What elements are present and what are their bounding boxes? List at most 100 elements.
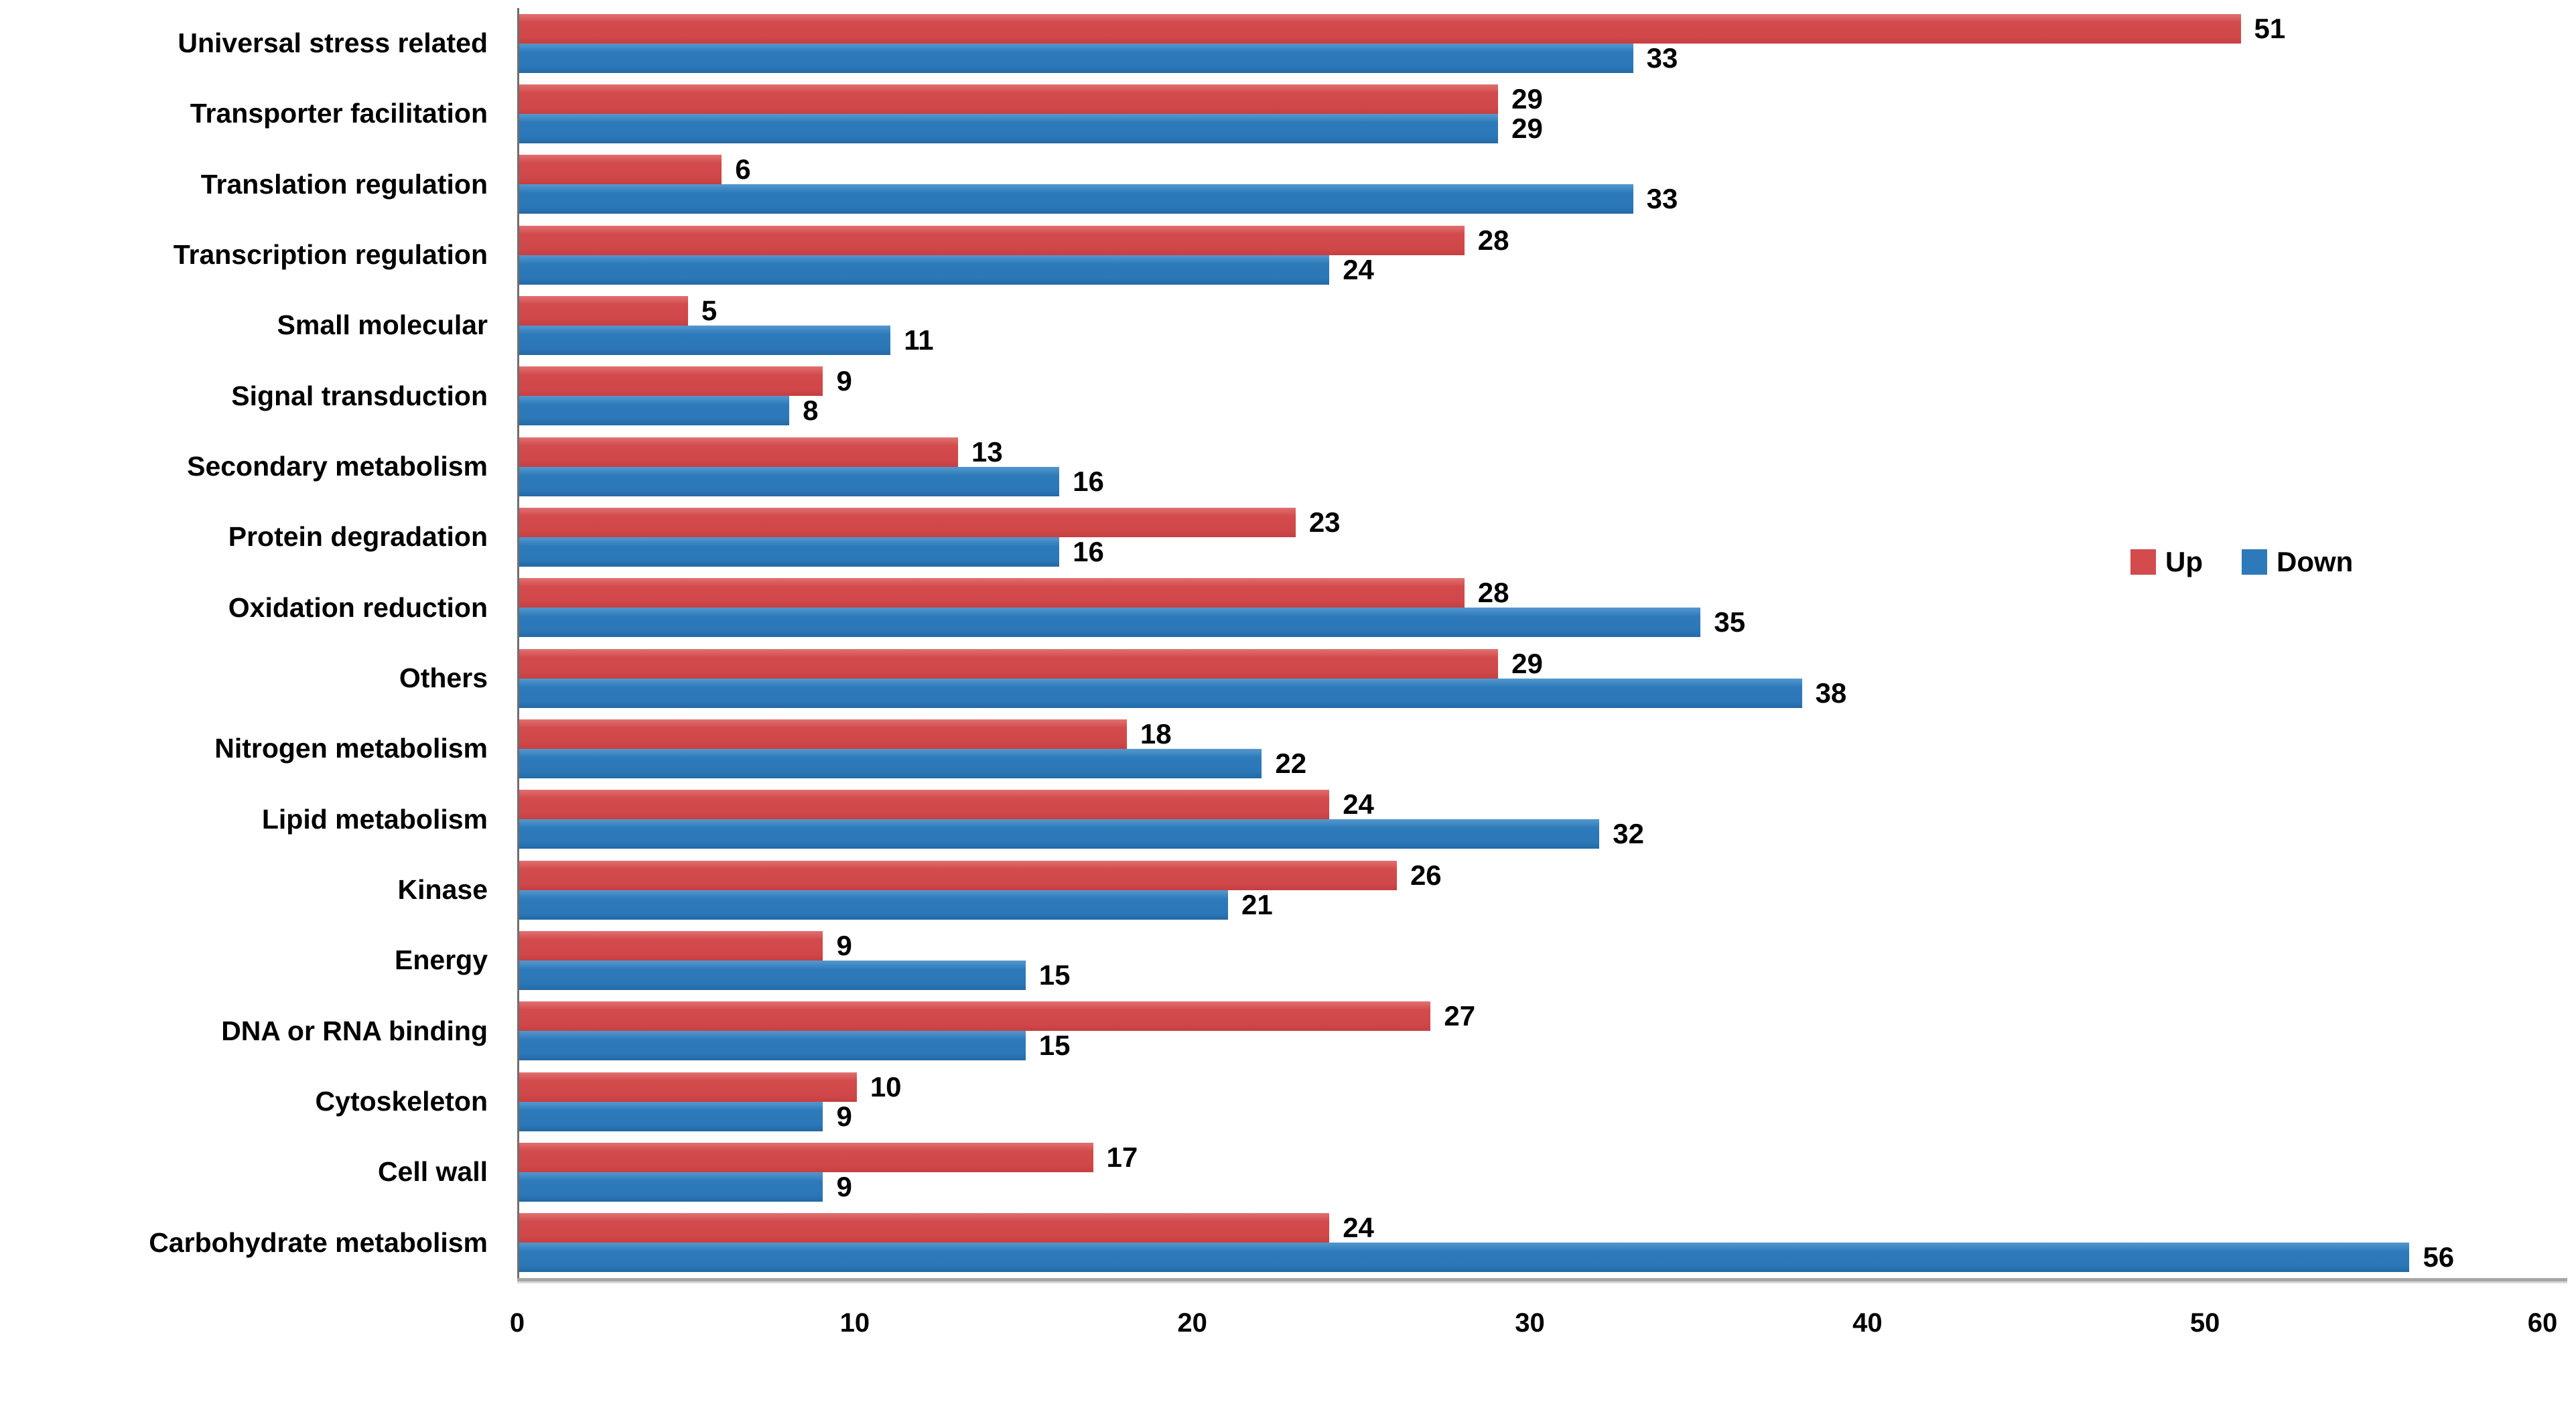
label-row: Secondary metabolism bbox=[0, 431, 502, 502]
x-axis-ticks: 0 10 20 30 40 50 60 bbox=[510, 1308, 2557, 1370]
down-bar bbox=[519, 43, 1633, 73]
up-value-label: 24 bbox=[1343, 1212, 1374, 1244]
down-value-label: 33 bbox=[1646, 42, 1678, 74]
label-row: Protein degradation bbox=[0, 502, 502, 572]
bar-group-row: 24 56 bbox=[519, 1208, 2545, 1278]
up-bar-line: 5 bbox=[519, 295, 2545, 326]
label-row: Energy bbox=[0, 925, 502, 995]
label-row: Signal transduction bbox=[0, 361, 502, 431]
up-bar-line: 10 bbox=[519, 1072, 2545, 1102]
down-bar bbox=[519, 537, 1060, 567]
category-label: Transporter facilitation bbox=[190, 98, 488, 129]
down-bar-line: 32 bbox=[519, 819, 2545, 849]
category-label: Cell wall bbox=[377, 1156, 488, 1188]
down-value-label: 38 bbox=[1815, 677, 1847, 709]
up-bar-line: 13 bbox=[519, 437, 2545, 467]
down-value-label: 24 bbox=[1343, 253, 1374, 285]
label-row: Cytoskeleton bbox=[0, 1066, 502, 1137]
legend-down-swatch bbox=[2242, 549, 2267, 575]
bar-group-row: 5 11 bbox=[519, 290, 2545, 360]
down-bar-line: 11 bbox=[519, 325, 2545, 355]
label-row: Transporter facilitation bbox=[0, 78, 502, 149]
down-bar-line: 33 bbox=[519, 184, 2545, 214]
down-value-label: 32 bbox=[1613, 818, 1644, 850]
up-bar-line: 26 bbox=[519, 860, 2545, 890]
down-bar-line: 9 bbox=[519, 1101, 2545, 1131]
down-bar bbox=[519, 1172, 823, 1202]
down-bar bbox=[519, 466, 1060, 496]
up-value-label: 13 bbox=[971, 435, 1003, 468]
bar-group-row: 29 29 bbox=[519, 78, 2545, 149]
down-bar bbox=[519, 890, 1229, 920]
plot-area: 51 33 29 29 6 33 bbox=[517, 8, 2545, 1278]
down-bar bbox=[519, 184, 1633, 214]
category-label: Transcription regulation bbox=[173, 239, 488, 271]
label-row: Lipid metabolism bbox=[0, 784, 502, 855]
down-value-label: 16 bbox=[1073, 465, 1104, 497]
bar-group-row: 10 9 bbox=[519, 1066, 2545, 1137]
up-value-label: 29 bbox=[1511, 647, 1543, 679]
down-value-label: 9 bbox=[836, 1170, 852, 1202]
down-value-label: 29 bbox=[1511, 112, 1543, 144]
label-row: Small molecular bbox=[0, 290, 502, 360]
down-value-label: 15 bbox=[1038, 959, 1071, 991]
legend-item-up: Up bbox=[2130, 548, 2203, 576]
bar-group-row: 9 8 bbox=[519, 361, 2545, 431]
bar-group-row: 26 21 bbox=[519, 855, 2545, 925]
up-value-label: 6 bbox=[735, 153, 751, 186]
x-tick-label: 10 bbox=[839, 1308, 870, 1338]
label-row: Oxidation reduction bbox=[0, 573, 502, 643]
up-value-label: 10 bbox=[870, 1070, 902, 1103]
label-row: Kinase bbox=[0, 855, 502, 925]
down-bar-line: 15 bbox=[519, 1031, 2545, 1061]
down-bar-line: 33 bbox=[519, 42, 2545, 74]
down-bar bbox=[519, 113, 1499, 143]
up-bar-line: 9 bbox=[519, 929, 2545, 961]
up-value-label: 9 bbox=[836, 929, 852, 961]
label-row: Carbohydrate metabolism bbox=[0, 1208, 502, 1278]
up-bar bbox=[519, 860, 1397, 890]
bar-group-row: 18 22 bbox=[519, 713, 2545, 784]
category-label: Kinase bbox=[397, 874, 488, 906]
bar-group-row: 51 33 bbox=[519, 8, 2545, 78]
up-bar-line: 28 bbox=[519, 578, 2545, 608]
legend-item-down: Down bbox=[2242, 548, 2353, 576]
category-label: Cytoskeleton bbox=[315, 1086, 488, 1117]
y-axis-category-labels: Universal stress related Transporter fac… bbox=[0, 8, 502, 1278]
x-tick-label: 40 bbox=[1852, 1308, 1883, 1338]
down-bar-line: 24 bbox=[519, 255, 2545, 285]
category-label: Nitrogen metabolism bbox=[214, 733, 488, 764]
down-bar-line: 56 bbox=[519, 1241, 2545, 1273]
up-bar bbox=[519, 1142, 1093, 1172]
up-bar bbox=[519, 84, 1499, 114]
up-bar-line: 23 bbox=[519, 507, 2545, 537]
up-value-label: 9 bbox=[836, 365, 852, 397]
up-value-label: 28 bbox=[1477, 224, 1509, 256]
up-bar bbox=[519, 225, 1465, 255]
up-bar bbox=[519, 930, 823, 961]
up-bar-line: 29 bbox=[519, 647, 2545, 679]
down-value-label: 8 bbox=[803, 395, 819, 427]
up-value-label: 28 bbox=[1477, 577, 1509, 609]
up-value-label: 18 bbox=[1140, 717, 1172, 750]
down-bar bbox=[519, 1243, 2410, 1273]
down-value-label: 56 bbox=[2423, 1241, 2455, 1273]
label-row: Cell wall bbox=[0, 1137, 502, 1207]
category-label: Energy bbox=[395, 944, 488, 976]
down-bar bbox=[519, 678, 1802, 708]
down-bar-line: 22 bbox=[519, 748, 2545, 778]
down-bar-line: 38 bbox=[519, 677, 2545, 709]
up-bar bbox=[519, 1072, 857, 1102]
up-bar bbox=[519, 578, 1465, 608]
up-bar bbox=[519, 1001, 1431, 1032]
legend: Up Down bbox=[2130, 548, 2353, 576]
label-row: Universal stress related bbox=[0, 8, 502, 78]
bar-group-row: 24 32 bbox=[519, 784, 2545, 855]
bar-group-row: 23 16 bbox=[519, 502, 2545, 572]
category-label: Protein degradation bbox=[228, 521, 488, 553]
down-bar bbox=[519, 255, 1330, 285]
bar-group-row: 28 24 bbox=[519, 220, 2545, 290]
down-bar bbox=[519, 608, 1701, 638]
down-bar-line: 35 bbox=[519, 608, 2545, 638]
down-bar-line: 16 bbox=[519, 465, 2545, 497]
